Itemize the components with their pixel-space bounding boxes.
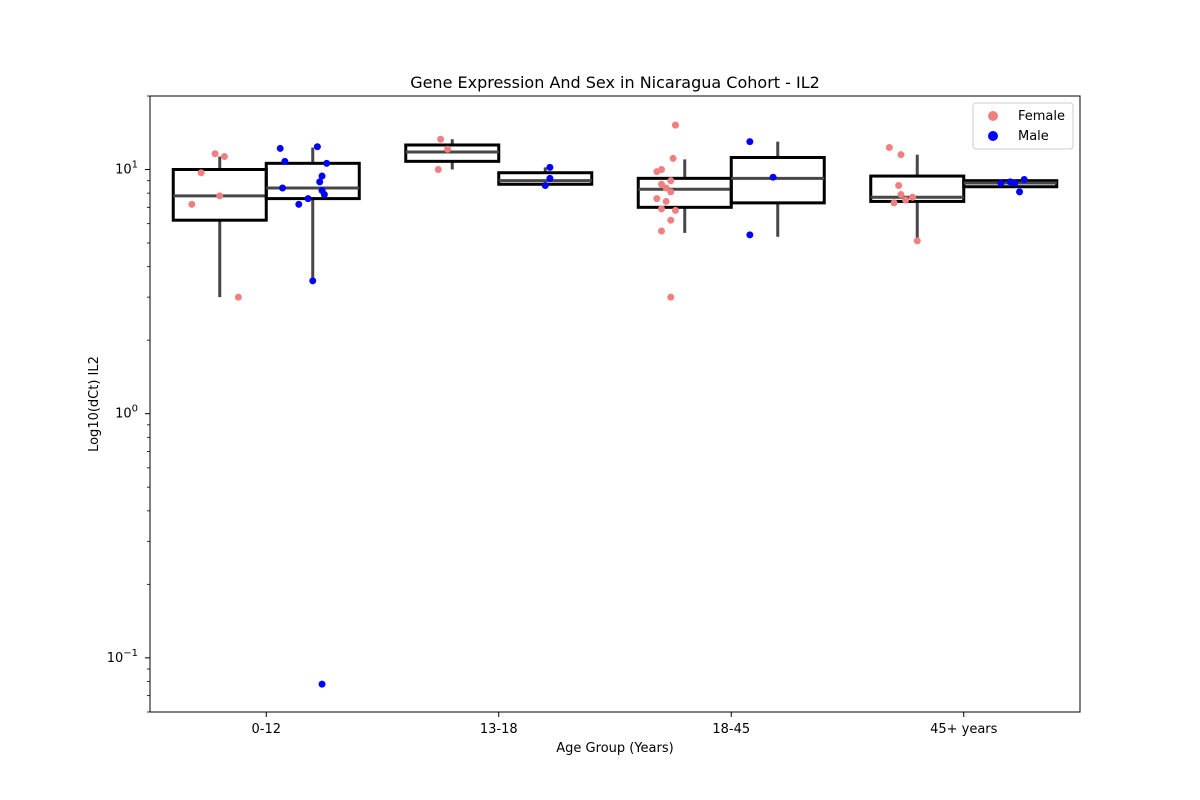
data-point <box>662 197 670 205</box>
data-point <box>197 169 205 177</box>
data-point <box>653 195 661 203</box>
data-point <box>304 195 312 203</box>
legend-label-female: Female <box>1018 109 1065 124</box>
data-point <box>669 154 677 162</box>
data-point <box>434 166 442 174</box>
data-point <box>885 144 893 152</box>
data-point <box>316 178 324 186</box>
data-point <box>220 153 228 161</box>
data-point <box>902 196 910 204</box>
data-point <box>216 192 224 200</box>
data-point <box>746 138 754 146</box>
x-tick-label: 0-12 <box>251 722 281 737</box>
data-point <box>667 293 675 301</box>
data-point <box>546 163 554 171</box>
legend-label-male: Male <box>1018 129 1049 144</box>
data-point <box>541 181 549 189</box>
y-tick-label: 100 <box>115 404 138 422</box>
data-point <box>895 181 903 189</box>
x-tick-label: 13-18 <box>480 722 518 737</box>
data-point <box>279 184 287 192</box>
legend-marker-female <box>988 111 998 121</box>
y-axis-label: Log10(dCt) IL2 <box>87 356 102 452</box>
data-point <box>276 144 284 152</box>
data-point <box>662 184 670 192</box>
box <box>636 176 733 209</box>
box <box>264 161 361 201</box>
data-point <box>1011 179 1019 187</box>
data-point <box>437 135 445 143</box>
y-axis: 10−1 100 101 <box>107 95 150 713</box>
data-point <box>909 193 917 201</box>
data-point <box>313 143 321 151</box>
data-point <box>234 293 242 301</box>
data-point <box>890 199 898 207</box>
data-point <box>318 680 326 688</box>
data-point <box>309 277 317 285</box>
data-point <box>667 188 675 196</box>
data-point <box>1020 176 1028 184</box>
data-point <box>323 159 331 167</box>
data-point <box>653 168 661 176</box>
box <box>729 155 826 205</box>
data-point <box>746 231 754 239</box>
x-axis-label: Age Group (Years) <box>556 741 673 756</box>
legend-marker-male <box>988 131 998 141</box>
data-point <box>667 216 675 224</box>
data-point <box>671 121 679 129</box>
legend-frame <box>972 102 1074 150</box>
y-tick-label: 101 <box>115 160 138 178</box>
data-point <box>281 157 289 165</box>
plot-area <box>171 121 1059 688</box>
legend: Female Male <box>972 102 1074 150</box>
plot-frame <box>149 95 1081 713</box>
data-point <box>658 205 665 213</box>
data-point <box>295 200 303 208</box>
data-point <box>658 227 665 235</box>
data-point <box>320 190 328 198</box>
box <box>869 174 966 203</box>
data-point <box>1016 188 1024 196</box>
data-point <box>897 151 905 159</box>
data-point <box>897 190 905 198</box>
x-tick-label: 18-45 <box>712 722 750 737</box>
data-point <box>997 179 1005 187</box>
chart-title: Gene Expression And Sex in Nicaragua Coh… <box>410 73 820 92</box>
x-tick-label: 45+ years <box>930 722 998 737</box>
data-point <box>769 173 777 181</box>
data-point <box>211 150 219 158</box>
data-point <box>913 237 921 245</box>
data-point <box>546 174 554 182</box>
data-point <box>188 200 196 208</box>
x-axis: 0-12 13-18 18-45 45+ years <box>251 712 998 737</box>
data-point <box>444 145 452 153</box>
data-point <box>318 172 326 180</box>
data-point <box>667 177 675 185</box>
data-point <box>658 180 665 188</box>
y-tick-label: 10−1 <box>107 648 138 666</box>
data-point <box>671 206 679 214</box>
